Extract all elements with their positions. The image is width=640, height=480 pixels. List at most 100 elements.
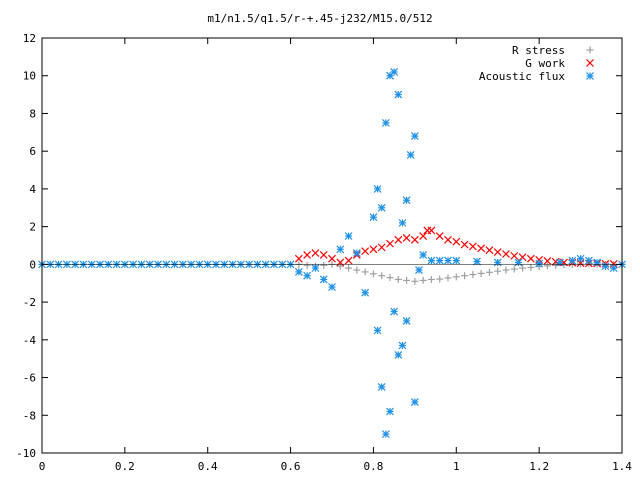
data-point	[311, 249, 320, 257]
y-tick-label: 6	[29, 145, 36, 158]
data-point	[410, 132, 419, 141]
data-point	[444, 256, 452, 265]
y-tick-label: 4	[29, 183, 36, 196]
data-point	[352, 249, 361, 257]
y-tick-label: -8	[23, 409, 36, 422]
data-point	[518, 253, 527, 262]
data-point	[493, 248, 502, 257]
x-tick-label: 1.4	[612, 460, 632, 473]
data-point	[510, 265, 518, 273]
legend-marker	[586, 46, 594, 54]
data-point	[452, 273, 460, 281]
data-point	[410, 235, 419, 244]
data-point	[526, 254, 535, 263]
data-point	[460, 240, 469, 249]
data-point	[369, 270, 377, 278]
data-point	[576, 254, 585, 263]
data-point	[398, 218, 407, 227]
data-point	[593, 258, 602, 267]
data-point	[609, 264, 618, 273]
data-point	[502, 250, 510, 258]
data-point	[336, 262, 344, 270]
data-point	[336, 245, 345, 254]
legend-label: G work	[525, 57, 565, 70]
data-point	[415, 266, 423, 274]
data-point	[303, 251, 312, 259]
data-point	[353, 266, 361, 274]
data-point	[477, 244, 486, 253]
data-point	[527, 263, 535, 271]
data-point	[303, 271, 312, 280]
data-point	[369, 213, 378, 222]
y-tick-label: -2	[23, 296, 36, 309]
data-point	[403, 276, 411, 284]
data-point	[390, 307, 399, 316]
data-point	[294, 267, 303, 276]
data-point	[303, 261, 311, 269]
data-point	[378, 272, 386, 280]
data-point	[519, 264, 527, 272]
data-point	[369, 245, 378, 254]
data-point	[514, 258, 523, 267]
x-tick-label: 0.8	[363, 460, 383, 473]
data-point	[535, 259, 544, 268]
data-point	[452, 256, 461, 265]
data-point	[427, 256, 436, 265]
legend-marker	[586, 59, 594, 67]
legend-label: Acoustic flux	[479, 70, 565, 83]
x-tick-label: 0.6	[281, 460, 301, 473]
legend-marker	[586, 72, 594, 80]
data-point	[419, 276, 427, 284]
y-tick-label: 12	[23, 32, 36, 45]
data-point	[402, 317, 411, 325]
axes: 0 0.2 0.4 0.6 0.8 1 1.2 1.4 -10 -8 -6 -4 -2 0 2 4 6 8 10 12	[16, 32, 632, 473]
x-tick-label: 1	[453, 460, 460, 473]
data-point	[294, 254, 303, 263]
data-point	[402, 234, 411, 242]
y-tick-label: 0	[29, 258, 36, 271]
data-point	[361, 288, 370, 297]
chart-title: m1/n1.5/q1.5/r-+.45-j232/M15.0/512	[207, 12, 432, 25]
data-point	[444, 235, 452, 244]
y-tick-label: 8	[29, 107, 36, 120]
data-point	[377, 383, 386, 391]
y-tick-label: -10	[16, 447, 36, 460]
data-point	[386, 407, 394, 416]
data-point	[494, 267, 502, 275]
data-point	[461, 272, 469, 280]
data-point	[502, 266, 510, 274]
data-point	[345, 264, 353, 272]
data-point	[394, 235, 403, 244]
data-point	[381, 430, 390, 439]
data-point	[361, 268, 369, 276]
data-point	[435, 256, 444, 265]
data-point	[394, 90, 403, 99]
x-tick-label: 0.4	[198, 460, 218, 473]
plot-frame	[41, 37, 623, 454]
data-point	[328, 254, 336, 263]
data-point	[381, 118, 390, 127]
data-point	[436, 275, 444, 283]
data-point	[311, 264, 320, 273]
data-point	[419, 232, 428, 240]
data-point	[377, 243, 386, 252]
data-point	[427, 226, 436, 235]
data-point	[319, 275, 328, 284]
data-point	[493, 258, 502, 267]
data-point	[328, 283, 336, 291]
data-point	[361, 247, 370, 256]
data-point	[452, 237, 461, 246]
data-point	[398, 341, 407, 350]
data-point	[386, 239, 394, 248]
data-point	[394, 275, 402, 283]
data-point	[485, 246, 494, 255]
data-point	[419, 251, 428, 259]
data-point	[373, 326, 382, 335]
y-tick-label: -6	[23, 372, 36, 385]
data-point	[444, 274, 452, 282]
data-point	[373, 184, 382, 193]
data-point	[402, 196, 411, 205]
data-point	[535, 255, 544, 264]
